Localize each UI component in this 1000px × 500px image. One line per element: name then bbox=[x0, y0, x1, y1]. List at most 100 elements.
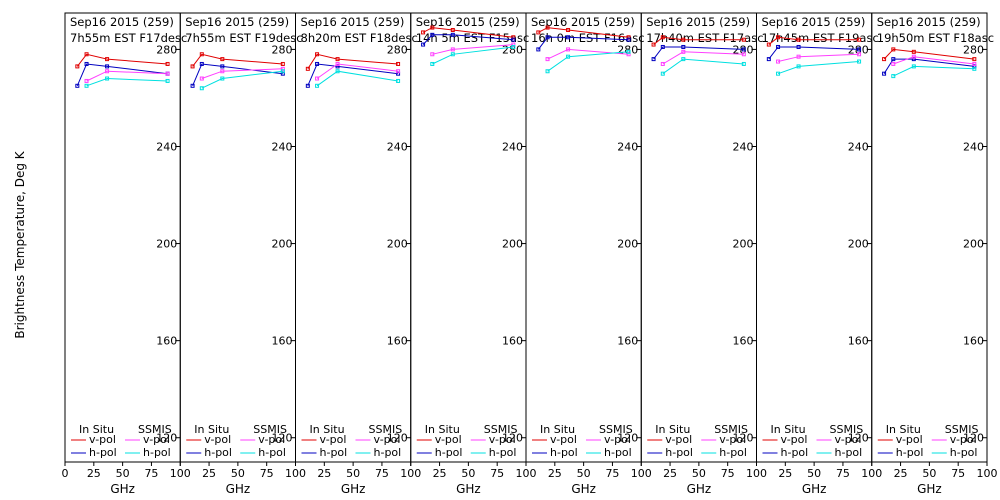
series-line-ssmis_h bbox=[432, 46, 514, 65]
x-tick-label: 50 bbox=[692, 467, 706, 480]
data-point-ssmis_v bbox=[450, 47, 455, 52]
legend-label-insitu_h: h-pol bbox=[320, 446, 348, 459]
legend-ssmis-header: SSMIS bbox=[945, 423, 979, 436]
data-point-insitu_h bbox=[430, 32, 435, 37]
legend-ssmis-header: SSMIS bbox=[599, 423, 633, 436]
data-point-insitu_h bbox=[220, 64, 225, 69]
data-point-ssmis_v bbox=[796, 54, 801, 59]
series-line-insitu_v bbox=[653, 36, 744, 45]
data-point-insitu_h bbox=[396, 71, 401, 76]
series-line-ssmis_h bbox=[893, 65, 975, 77]
x-tick-label: 100 bbox=[285, 467, 306, 480]
series-line-insitu_v bbox=[422, 27, 514, 38]
x-tick-label: 50 bbox=[231, 467, 245, 480]
data-point-ssmis_h bbox=[626, 49, 631, 54]
data-point-insitu_v bbox=[972, 57, 977, 62]
data-point-ssmis_v bbox=[315, 76, 320, 81]
series-line-ssmis_v bbox=[662, 51, 744, 65]
y-tick-label: 200 bbox=[848, 238, 869, 251]
series-line-insitu_h bbox=[653, 46, 744, 60]
data-point-ssmis_v bbox=[566, 47, 571, 52]
legend-label-insitu_h: h-pol bbox=[665, 446, 693, 459]
legend-insitu-header: In Situ bbox=[79, 423, 114, 436]
legend-ssmis-header: SSMIS bbox=[253, 423, 287, 436]
y-tick-label: 280 bbox=[502, 43, 523, 56]
data-point-ssmis_h bbox=[972, 66, 977, 71]
data-point-ssmis_h bbox=[335, 69, 340, 74]
panel-title-date: Sep16 2015 (259) bbox=[646, 15, 750, 29]
data-point-ssmis_v bbox=[857, 52, 862, 57]
x-axis-label: GHz bbox=[341, 482, 366, 496]
panel-5: Sep16 2015 (259)16h 0m EST F16asc1201602… bbox=[525, 12, 652, 496]
y-tick-label: 160 bbox=[502, 335, 523, 348]
x-axis-label: GHz bbox=[110, 482, 135, 496]
x-tick-label: 100 bbox=[400, 467, 421, 480]
x-axis-label: GHz bbox=[917, 482, 942, 496]
y-tick-label: 240 bbox=[617, 140, 638, 153]
data-point-ssmis_v bbox=[199, 76, 204, 81]
x-tick-label: 75 bbox=[490, 467, 504, 480]
series-line-insitu_h bbox=[307, 63, 399, 86]
legend-ssmis-header: SSMIS bbox=[830, 423, 864, 436]
data-point-insitu_h bbox=[741, 47, 746, 52]
data-point-insitu_v bbox=[882, 57, 887, 62]
y-tick-label: 120 bbox=[848, 432, 869, 445]
panel-title-date: Sep16 2015 (259) bbox=[531, 15, 635, 29]
data-point-insitu_v bbox=[315, 52, 320, 57]
panel-title-date: Sep16 2015 (259) bbox=[70, 15, 174, 29]
legend-ssmis-header: SSMIS bbox=[369, 423, 403, 436]
legend-insitu-header: In Situ bbox=[655, 423, 690, 436]
y-tick-label: 120 bbox=[733, 432, 754, 445]
y-tick-label: 120 bbox=[617, 432, 638, 445]
data-point-insitu_h bbox=[315, 61, 320, 66]
legend-label-insitu_v: v-pol bbox=[89, 433, 116, 446]
data-point-insitu_h bbox=[536, 47, 541, 52]
x-tick-label: 0 bbox=[62, 467, 69, 480]
data-point-ssmis_v bbox=[84, 78, 89, 83]
y-tick-label: 160 bbox=[848, 335, 869, 348]
panel-title-time: 7h55m EST F17desc bbox=[70, 31, 187, 45]
series-line-ssmis_h bbox=[86, 77, 168, 87]
data-point-insitu_v bbox=[199, 52, 204, 57]
data-point-ssmis_h bbox=[891, 74, 896, 79]
x-tick-label: 25 bbox=[778, 467, 792, 480]
legend-label-ssmis_v: v-pol bbox=[258, 433, 285, 446]
legend-label-ssmis_h: h-pol bbox=[835, 446, 863, 459]
legend-label-insitu_v: v-pol bbox=[204, 433, 231, 446]
data-point-insitu_v bbox=[450, 27, 455, 32]
series-line-insitu_v bbox=[768, 36, 860, 45]
data-point-insitu_h bbox=[280, 71, 285, 76]
panel-title-time: 17h40m EST F17asc bbox=[646, 31, 763, 45]
legend-label-insitu_h: h-pol bbox=[435, 446, 463, 459]
data-point-ssmis_h bbox=[315, 83, 320, 88]
series-line-insitu_v bbox=[307, 53, 399, 70]
x-tick-label: 25 bbox=[87, 467, 101, 480]
data-point-ssmis_v bbox=[891, 61, 896, 66]
series-line-ssmis_h bbox=[777, 61, 860, 75]
data-point-ssmis_h bbox=[566, 54, 571, 59]
legend-insitu-header: In Situ bbox=[425, 423, 460, 436]
panel-6: Sep16 2015 (259) 17h40m EST F17asc 120 160 2… bbox=[640, 12, 767, 496]
data-point-insitu_h bbox=[776, 44, 781, 49]
data-point-insitu_v bbox=[626, 35, 631, 40]
series-line-insitu_v bbox=[192, 53, 283, 67]
panel-title-time: 19h50m EST F18asc bbox=[877, 31, 994, 45]
legend-label-ssmis_v: v-pol bbox=[143, 433, 170, 446]
y-tick-label: 120 bbox=[272, 432, 293, 445]
x-tick-label: 25 bbox=[433, 467, 447, 480]
y-tick-label: 120 bbox=[156, 432, 177, 445]
data-point-ssmis_v bbox=[776, 59, 781, 64]
data-point-insitu_v bbox=[105, 57, 110, 62]
data-point-ssmis_h bbox=[911, 64, 916, 69]
x-tick-label: 25 bbox=[202, 467, 216, 480]
data-point-insitu_h bbox=[566, 35, 571, 40]
data-point-insitu_h bbox=[199, 61, 204, 66]
x-tick-label: 75 bbox=[836, 467, 850, 480]
legend-insitu-header: In Situ bbox=[194, 423, 229, 436]
panel-title-date: Sep16 2015 (259) bbox=[301, 15, 405, 29]
series-line-insitu_h bbox=[76, 63, 168, 86]
data-point-insitu_h bbox=[882, 71, 887, 76]
data-point-insitu_h bbox=[511, 37, 516, 42]
y-tick-label: 280 bbox=[156, 43, 177, 56]
